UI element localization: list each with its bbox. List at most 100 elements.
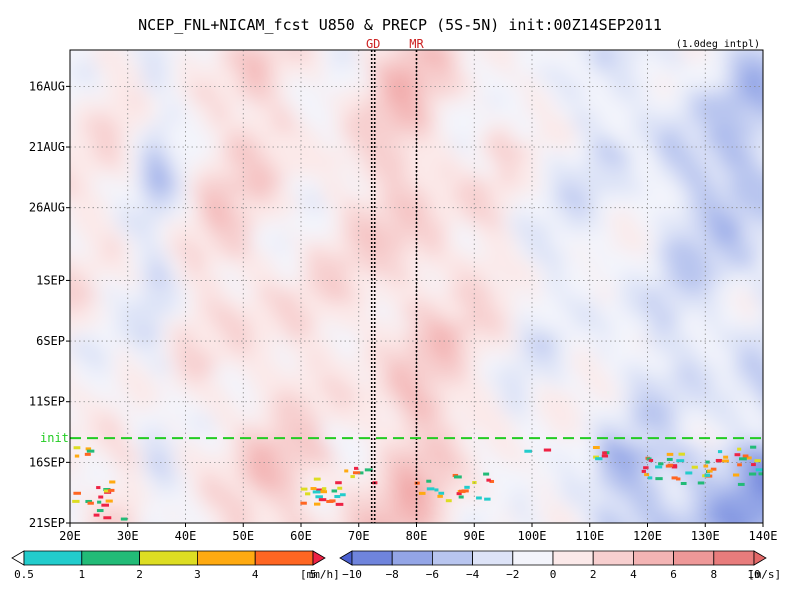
u850-cell (358, 455, 371, 465)
precip-cell (329, 499, 336, 503)
u850-cell (178, 518, 191, 523)
u850-cell (118, 284, 131, 294)
u850-cell (178, 410, 191, 420)
u850-cell (250, 302, 263, 312)
u850-cell (130, 230, 143, 240)
u850-cell (562, 329, 575, 339)
u850-cell (610, 338, 623, 348)
u850-cell (322, 248, 335, 258)
u850-cell (214, 149, 227, 159)
u850-cell (490, 392, 503, 402)
u850-cell (718, 230, 731, 240)
u850-cell (538, 455, 551, 465)
u850-cell (670, 176, 683, 186)
u850-cell (490, 284, 503, 294)
u850-cell (718, 140, 731, 150)
u850-cell (538, 86, 551, 96)
u850-cell (418, 392, 431, 402)
u850-cell (274, 410, 287, 420)
u850-cell (238, 176, 251, 186)
u850-cell (178, 104, 191, 114)
u850-cell (322, 410, 335, 420)
u850-cell (490, 320, 503, 330)
u850-cell (370, 320, 383, 330)
u850-cell (706, 320, 719, 330)
u850-cell (250, 50, 263, 60)
precip-cell (703, 464, 709, 468)
u850-cell (658, 509, 671, 519)
u850-cell (442, 50, 455, 60)
u850-cell (394, 464, 407, 474)
u850-cell (730, 491, 743, 501)
u850-cell (286, 176, 299, 186)
u850-cell (238, 122, 251, 132)
u850-cell (118, 437, 131, 447)
u850-cell (526, 383, 539, 393)
u850-cell (610, 284, 623, 294)
u850-cell (586, 221, 599, 231)
u850-cell (370, 131, 383, 141)
u850-cell (166, 131, 179, 141)
u850-cell (190, 239, 203, 249)
u850-cell (406, 500, 419, 510)
u850-cell (394, 446, 407, 456)
u850-cell (370, 527, 383, 537)
u850-cell (766, 320, 779, 330)
u850-cell (586, 410, 599, 420)
u850-cell (70, 293, 71, 303)
u850-cell (106, 302, 119, 312)
u850-cell (634, 473, 647, 483)
u850-cell (154, 302, 167, 312)
u850-cell (262, 428, 275, 438)
u850-cell (94, 239, 107, 249)
u850-cell (502, 446, 515, 456)
u850-cell (658, 50, 671, 60)
u850-cell (154, 77, 167, 87)
u850-cell (538, 104, 551, 114)
u850-cell (82, 176, 95, 186)
u850-cell (754, 491, 763, 501)
u850-cell (262, 167, 275, 177)
u850-cell (454, 194, 467, 204)
u850-cell (310, 383, 323, 393)
u850-cell (742, 320, 755, 330)
u850-cell (670, 401, 683, 411)
u850-cell (514, 419, 527, 429)
u850-cell (418, 140, 431, 150)
u850-cell (670, 527, 683, 537)
u850-cell (394, 500, 407, 510)
u850-cell (634, 311, 647, 321)
u850-cell (310, 86, 323, 96)
u850-cell (502, 284, 515, 294)
u850-cell (538, 311, 551, 321)
u850-cell (466, 122, 479, 132)
u850-cell (238, 68, 251, 78)
u850-cell (274, 473, 287, 483)
u850-cell (502, 50, 515, 60)
u850-cell (454, 500, 467, 510)
u850-cell (658, 275, 671, 285)
u850-cell (394, 437, 407, 447)
u850-cell (250, 266, 263, 276)
u850-cell (382, 284, 395, 294)
u850-cell (478, 266, 491, 276)
u850-cell (442, 410, 455, 420)
u850-cell (598, 104, 611, 114)
u850-cell (214, 410, 227, 420)
u850-cell (502, 86, 515, 96)
u850-cell (658, 212, 671, 222)
u850-cell (178, 491, 191, 501)
u850-cell (442, 311, 455, 321)
u850-cell (754, 293, 763, 303)
u850-cell (70, 383, 83, 393)
u850-cell (82, 401, 95, 411)
u850-cell (718, 446, 731, 456)
u850-cell (526, 203, 539, 213)
u850-cell (322, 527, 335, 537)
u850-cell (706, 419, 719, 429)
u850-cell (430, 257, 443, 267)
u850-cell (586, 176, 599, 186)
u850-cell (202, 437, 215, 447)
u850-cell (286, 113, 299, 123)
u850-cell (346, 509, 359, 519)
